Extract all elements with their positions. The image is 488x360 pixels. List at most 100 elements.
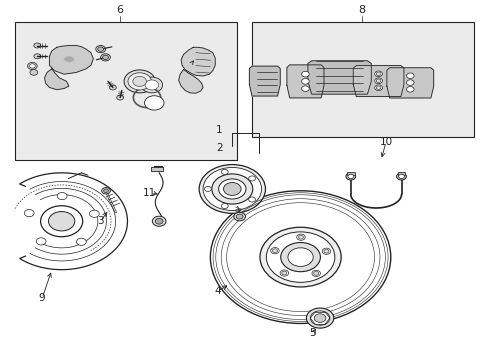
Polygon shape (249, 66, 280, 96)
Circle shape (102, 188, 110, 194)
Circle shape (406, 73, 413, 78)
Circle shape (89, 210, 99, 217)
Circle shape (236, 214, 243, 219)
Polygon shape (20, 173, 127, 270)
Circle shape (211, 174, 252, 204)
Circle shape (221, 203, 228, 208)
Circle shape (347, 174, 353, 179)
Circle shape (375, 72, 380, 76)
Circle shape (375, 79, 380, 82)
Circle shape (124, 70, 155, 93)
Circle shape (117, 95, 123, 100)
Polygon shape (286, 65, 324, 98)
Circle shape (345, 173, 355, 180)
Circle shape (98, 47, 103, 51)
Circle shape (266, 232, 334, 282)
Circle shape (145, 80, 158, 90)
Circle shape (406, 86, 413, 92)
Circle shape (280, 270, 288, 276)
Text: 1: 1 (215, 125, 222, 135)
Polygon shape (49, 45, 93, 74)
Circle shape (152, 216, 165, 226)
Circle shape (374, 85, 382, 90)
Circle shape (272, 249, 277, 253)
Circle shape (296, 234, 305, 240)
Bar (397, 172, 405, 175)
Bar (15, 22, 237, 160)
Polygon shape (181, 47, 215, 76)
Circle shape (374, 78, 382, 84)
Text: 11: 11 (142, 188, 156, 198)
Circle shape (24, 210, 34, 217)
Circle shape (57, 193, 67, 200)
Circle shape (314, 314, 325, 322)
Circle shape (76, 238, 86, 246)
Circle shape (301, 78, 308, 84)
Circle shape (210, 191, 390, 323)
Circle shape (199, 165, 265, 213)
Circle shape (221, 170, 228, 175)
Circle shape (248, 197, 255, 202)
Polygon shape (44, 69, 69, 90)
Text: 10: 10 (379, 138, 392, 147)
Circle shape (204, 186, 211, 192)
Circle shape (311, 270, 320, 276)
Circle shape (223, 183, 241, 195)
Bar (251, 22, 473, 137)
Circle shape (323, 249, 328, 253)
Circle shape (233, 212, 245, 221)
Circle shape (313, 271, 318, 275)
Circle shape (203, 167, 261, 211)
Circle shape (27, 62, 37, 69)
Circle shape (301, 71, 308, 77)
Circle shape (248, 176, 255, 181)
Text: 2: 2 (215, 143, 222, 153)
Circle shape (101, 54, 110, 61)
Bar (151, 167, 162, 171)
Circle shape (34, 54, 41, 59)
Circle shape (41, 206, 82, 237)
Circle shape (322, 248, 330, 254)
Circle shape (398, 174, 404, 179)
Circle shape (374, 71, 382, 77)
Circle shape (36, 238, 46, 245)
Circle shape (128, 73, 151, 90)
Circle shape (310, 311, 329, 325)
Text: 7: 7 (185, 60, 191, 70)
Circle shape (96, 45, 105, 53)
Circle shape (109, 85, 116, 90)
Polygon shape (178, 69, 203, 93)
Text: 3: 3 (97, 216, 104, 226)
Polygon shape (64, 57, 74, 62)
Circle shape (30, 69, 38, 75)
Polygon shape (352, 66, 403, 96)
Text: 4: 4 (214, 286, 221, 296)
Circle shape (287, 248, 312, 266)
Circle shape (34, 43, 41, 48)
Circle shape (155, 219, 163, 224)
Circle shape (281, 271, 286, 275)
Circle shape (280, 243, 320, 272)
Circle shape (298, 235, 303, 239)
Polygon shape (386, 68, 433, 98)
Circle shape (133, 76, 146, 86)
Circle shape (141, 77, 162, 93)
Circle shape (29, 64, 35, 68)
Text: 8: 8 (357, 5, 365, 15)
Circle shape (144, 96, 163, 110)
Circle shape (270, 248, 279, 254)
Bar (346, 172, 354, 175)
Text: 9: 9 (39, 293, 45, 303)
Text: 6: 6 (117, 5, 123, 15)
Circle shape (406, 80, 413, 85)
Circle shape (375, 86, 380, 89)
Circle shape (103, 189, 108, 193)
Circle shape (48, 212, 75, 231)
Polygon shape (307, 61, 370, 94)
Circle shape (396, 173, 406, 180)
Circle shape (301, 86, 308, 91)
Circle shape (102, 55, 108, 59)
Circle shape (306, 308, 333, 328)
Circle shape (218, 179, 245, 199)
Circle shape (260, 227, 341, 287)
